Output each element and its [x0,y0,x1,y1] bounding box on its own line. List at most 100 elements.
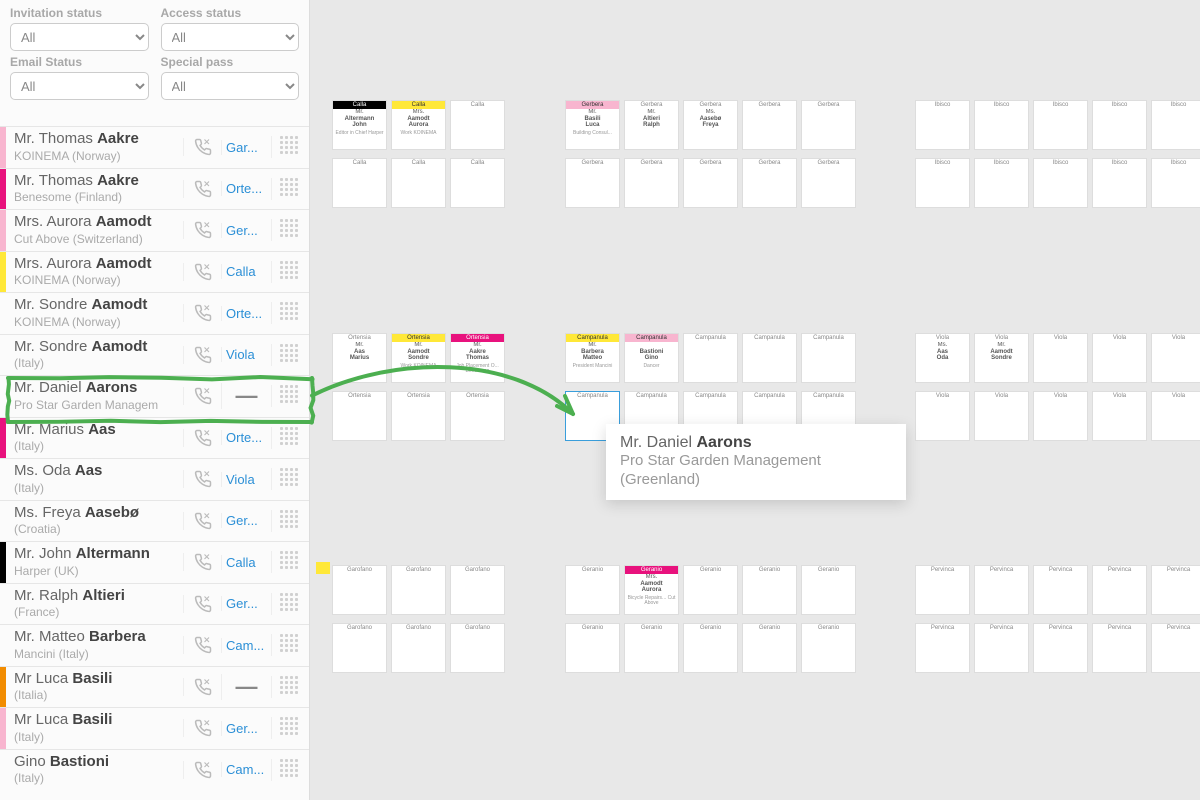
keypad-icon[interactable] [271,634,309,656]
guest-row[interactable]: Mr. John AltermannHarper (UK)Calla [0,541,309,583]
seat[interactable]: Gerbera [742,100,797,150]
phone-icon[interactable] [183,761,221,779]
seat[interactable]: GerberaMr.BasiliLucaBuilding Consul... [565,100,620,150]
seat-link[interactable]: Calla [221,264,271,279]
seat[interactable]: ViolaMr.AamodtSondre [974,333,1029,383]
keypad-icon[interactable] [271,593,309,615]
seat[interactable]: Viola [1033,333,1088,383]
seat-link[interactable]: Ger... [221,721,271,736]
keypad-icon[interactable] [271,219,309,241]
seat[interactable]: Geranio [565,623,620,673]
guest-row[interactable]: Mr. Daniel AaronsPro Star Garden Managem… [0,375,309,417]
guest-row[interactable]: Mr. Marius Aas(Italy)Orte... [0,417,309,459]
seat[interactable]: CallaMr.AltermannJohnEditor in Chief Har… [332,100,387,150]
seat-link[interactable]: Orte... [221,306,271,321]
keypad-icon[interactable] [271,178,309,200]
seat[interactable]: Geranio [683,623,738,673]
seat[interactable]: Ibisco [974,100,1029,150]
guest-row[interactable]: Mr. Ralph Altieri(France)Ger... [0,583,309,625]
seat[interactable]: Calla [332,158,387,208]
phone-icon[interactable] [183,553,221,571]
seat[interactable]: CampanulaMr.BarberaMatteoPresident Manci… [565,333,620,383]
keypad-icon[interactable] [271,717,309,739]
seat[interactable]: Geranio [742,565,797,615]
filter-email-select[interactable]: All [10,72,149,100]
keypad-icon[interactable] [271,344,309,366]
seat[interactable]: Gerbera [742,158,797,208]
seat[interactable]: Viola [1092,391,1147,441]
seat[interactable]: OrtensiaMr.AasMarius [332,333,387,383]
seat-link[interactable]: Orte... [221,430,271,445]
seat-link[interactable]: Ger... [221,223,271,238]
seat[interactable]: Campanula [683,333,738,383]
phone-icon[interactable] [183,138,221,156]
seat[interactable]: Pervinca [1033,565,1088,615]
seat[interactable]: Gerbera [624,158,679,208]
phone-icon[interactable] [183,470,221,488]
guest-row[interactable]: Mr. Sondre AamodtKOINEMA (Norway)Orte... [0,292,309,334]
seat[interactable]: Ortensia [391,391,446,441]
seat[interactable]: Viola [915,391,970,441]
guest-row[interactable]: Mr. Thomas AakreKOINEMA (Norway)Gar... [0,126,309,168]
guest-row[interactable]: Mr. Matteo BarberaMancini (Italy)Cam... [0,624,309,666]
seat[interactable]: Gerbera [801,158,856,208]
seat-link[interactable]: Ger... [221,513,271,528]
phone-icon[interactable] [183,595,221,613]
seat[interactable]: Pervinca [1033,623,1088,673]
seat[interactable]: OrtensiaMr.AamodtSondreWork KOINEMA [391,333,446,383]
seat[interactable]: Calla [450,100,505,150]
seat[interactable]: Ibisco [1092,158,1147,208]
seat[interactable]: Geranio [742,623,797,673]
guest-row[interactable]: Mr. Sondre Aamodt(Italy)Viola [0,334,309,376]
seat[interactable]: Ortensia [450,391,505,441]
seat[interactable]: Gerbera [565,158,620,208]
guest-row[interactable]: Mrs. Aurora AamodtKOINEMA (Norway)Calla [0,251,309,293]
seat[interactable]: Pervinca [974,623,1029,673]
seat-link[interactable]: Cam... [221,762,271,777]
seat[interactable]: Pervinca [1151,623,1200,673]
guest-row[interactable]: Gino Bastioni(Italy)Cam... [0,749,309,791]
seat[interactable]: Ibisco [1151,158,1200,208]
keypad-icon[interactable] [271,510,309,532]
phone-icon[interactable] [183,304,221,322]
guest-row[interactable]: Mr Luca Basili(Italy)Ger... [0,707,309,749]
seating-canvas[interactable]: CallaMr.AltermannJohnEditor in Chief Har… [310,0,1200,800]
seat[interactable]: Viola [1033,391,1088,441]
seat[interactable]: Geranio [801,565,856,615]
seat-link[interactable]: Viola [221,347,271,362]
seat[interactable]: Gerbera [683,158,738,208]
keypad-icon[interactable] [271,468,309,490]
seat[interactable]: Garofano [391,565,446,615]
seat[interactable]: Geranio [624,623,679,673]
phone-icon[interactable] [183,263,221,281]
seat[interactable]: Gerbera [801,100,856,150]
seat[interactable]: CampanulaBastioniGinoDancer [624,333,679,383]
keypad-icon[interactable] [271,676,309,698]
seat[interactable]: Garofano [332,623,387,673]
guest-row[interactable]: Mr Luca Basili(Italia)— [0,666,309,708]
phone-icon[interactable] [183,221,221,239]
seat[interactable]: Ibisco [974,158,1029,208]
seat[interactable]: CallaMrs.AamodtAuroraWork KOINEMA [391,100,446,150]
keypad-icon[interactable] [271,302,309,324]
seat[interactable]: Pervinca [974,565,1029,615]
seat[interactable]: Ibisco [915,158,970,208]
filter-special-select[interactable]: All [161,72,300,100]
seat[interactable]: Campanula [742,333,797,383]
seat-link[interactable]: Calla [221,555,271,570]
seat[interactable]: Geranio [683,565,738,615]
seat[interactable]: Viola [1151,391,1200,441]
filter-access-select[interactable]: All [161,23,300,51]
seat[interactable]: Pervinca [915,565,970,615]
phone-icon[interactable] [183,180,221,198]
seat[interactable]: ViolaMs.AasOda [915,333,970,383]
filter-invitation-select[interactable]: All [10,23,149,51]
seat[interactable]: OrtensiaMr.AakreThomasJob Placement O...… [450,333,505,383]
phone-icon[interactable] [183,387,221,405]
phone-icon[interactable] [183,429,221,447]
seat-link[interactable]: — [221,383,271,409]
seat[interactable]: Geranio [801,623,856,673]
seat[interactable]: Garofano [450,565,505,615]
seat[interactable]: Pervinca [915,623,970,673]
seat[interactable]: GerberaMr.AltieriRalph [624,100,679,150]
